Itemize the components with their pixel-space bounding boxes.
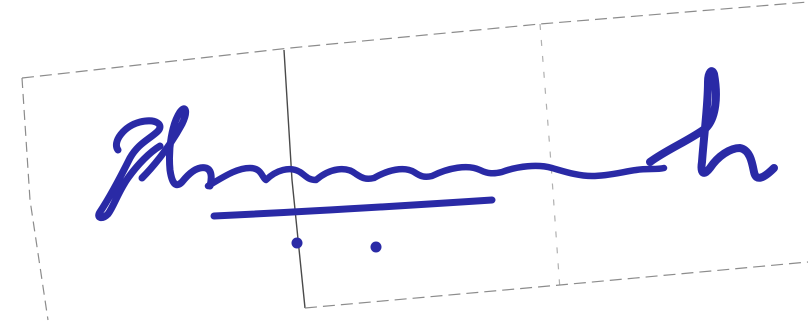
signature-final-stroke <box>646 67 778 182</box>
signature-dot-right <box>370 241 382 253</box>
form-bottom-border <box>304 261 808 309</box>
signature-first-stroke <box>95 117 164 222</box>
form-top-border <box>21 1 808 79</box>
form-grid-lines <box>21 1 808 321</box>
signature-wave-stroke <box>204 162 668 190</box>
signature <box>95 67 778 253</box>
form-divider-solid <box>283 49 306 309</box>
signature-second-stroke <box>138 105 215 190</box>
signature-dot-left <box>291 237 303 249</box>
form-left-border <box>21 77 49 321</box>
signature-underline <box>210 196 496 220</box>
